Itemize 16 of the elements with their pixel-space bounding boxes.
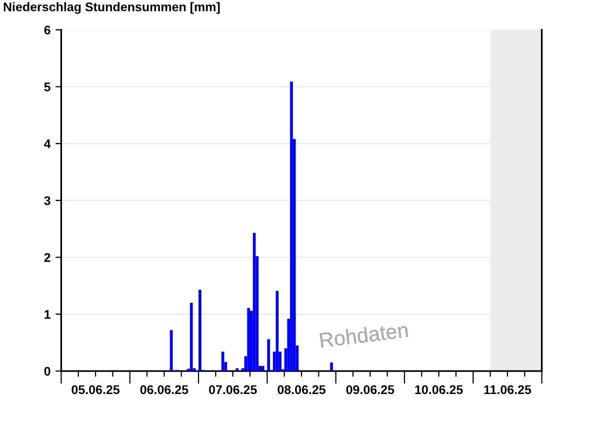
y-tick-label: 0: [44, 366, 50, 376]
x-tick-label: 10.06.25: [415, 385, 463, 394]
y-tick-label: 5: [44, 82, 50, 92]
annotation: Rohdaten: [320, 322, 408, 348]
x-tick-label: 07.06.25: [209, 385, 257, 394]
x-tick-label: 11.06.25: [484, 385, 532, 394]
y-tick-label: 6: [44, 26, 50, 34]
y-tick-label: 1: [44, 310, 50, 319]
x-tick-label: 06.06.25: [140, 385, 188, 394]
y-tick-label: 2: [44, 253, 50, 262]
x-tick-label: 05.06.25: [72, 385, 120, 394]
y-tick-label: 3: [44, 196, 50, 206]
x-tick-label: 09.06.25: [346, 385, 394, 394]
x-tick-label: 08.06.25: [278, 385, 326, 394]
chart-title: Niederschlag Stundensummen [mm]: [4, 2, 220, 14]
y-tick-label: 4: [44, 139, 51, 148]
